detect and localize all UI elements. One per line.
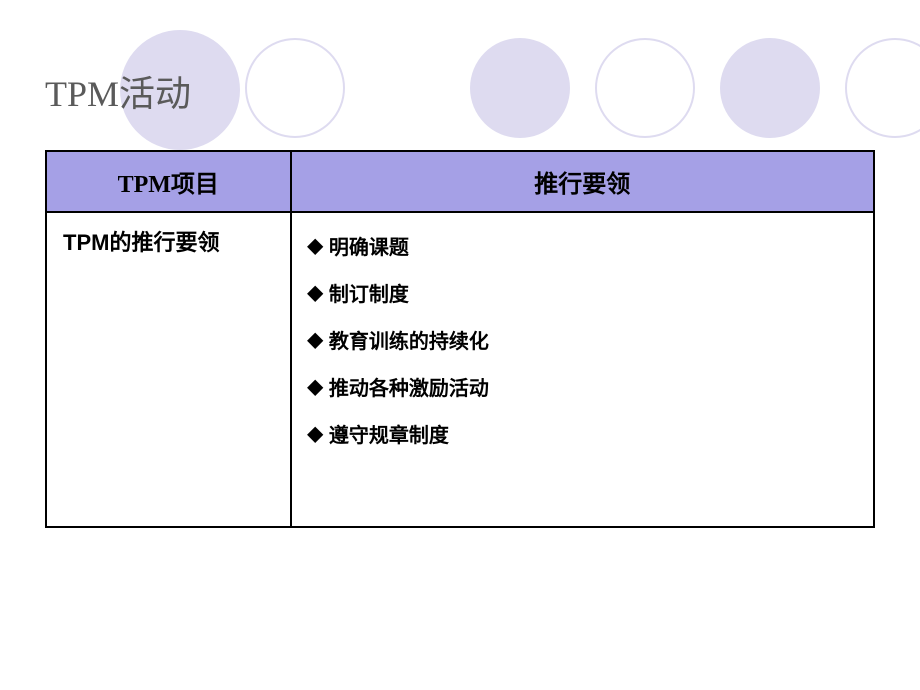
bullet-item: ◆ 推动各种激励活动 [308,372,858,401]
circle-outline-3 [845,38,920,138]
slide-title: TPM活动 [45,65,191,117]
header-col-2: 推行要领 [291,151,875,212]
bullet-item: ◆ 遵守规章制度 [308,419,858,448]
bullet-text: 教育训练的持续化 [329,325,489,354]
circle-outline-1 [245,38,345,138]
circle-filled-2 [470,38,570,138]
bullet-text: 遵守规章制度 [329,419,449,448]
circle-filled-3 [720,38,820,138]
cell-project-name: TPM的推行要领 [46,212,291,527]
diamond-icon: ◆ [308,327,323,352]
header-col-1: TPM项目 [46,151,291,212]
content-table: TPM项目 推行要领 TPM的推行要领 ◆ 明确课题 ◆ 制订制度 ◆ [45,150,875,528]
bullet-text: 制订制度 [329,278,409,307]
diamond-icon: ◆ [308,233,323,258]
bullet-item: ◆ 教育训练的持续化 [308,325,858,354]
content-table-container: TPM项目 推行要领 TPM的推行要领 ◆ 明确课题 ◆ 制订制度 ◆ [45,150,875,528]
diamond-icon: ◆ [308,280,323,305]
bullet-text: 推动各种激励活动 [329,372,489,401]
cell-bullets: ◆ 明确课题 ◆ 制订制度 ◆ 教育训练的持续化 ◆ 推动各种激励活动 [291,212,875,527]
circle-outline-2 [595,38,695,138]
bullet-text: 明确课题 [329,231,409,260]
diamond-icon: ◆ [308,374,323,399]
bullet-item: ◆ 制订制度 [308,278,858,307]
table-row: TPM的推行要领 ◆ 明确课题 ◆ 制订制度 ◆ 教育训练的持续化 [46,212,874,527]
diamond-icon: ◆ [308,421,323,446]
table-header-row: TPM项目 推行要领 [46,151,874,212]
bullet-item: ◆ 明确课题 [308,231,858,260]
